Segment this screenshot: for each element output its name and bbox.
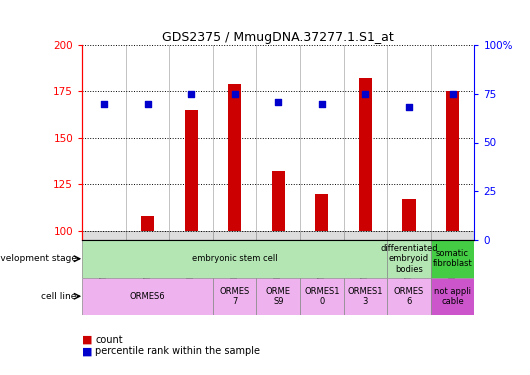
Point xyxy=(361,91,369,97)
Bar xyxy=(387,240,431,278)
Point xyxy=(405,104,413,110)
Bar xyxy=(359,78,372,231)
Bar xyxy=(184,110,198,231)
Bar xyxy=(402,199,416,231)
Text: ■: ■ xyxy=(82,335,93,345)
Bar xyxy=(141,216,154,231)
Text: differentiated
embryoid
bodies: differentiated embryoid bodies xyxy=(380,244,438,274)
Text: ORMES1
3: ORMES1 3 xyxy=(348,286,383,306)
Bar xyxy=(387,278,431,315)
Bar xyxy=(272,171,285,231)
Bar xyxy=(431,240,474,278)
Bar xyxy=(431,231,474,240)
Text: cell line: cell line xyxy=(41,292,77,301)
Bar xyxy=(343,231,387,240)
Bar xyxy=(315,194,329,231)
Bar xyxy=(387,231,431,240)
Text: ORME
S9: ORME S9 xyxy=(266,286,291,306)
Text: development stage: development stage xyxy=(0,254,77,263)
Point xyxy=(187,91,196,97)
Bar xyxy=(169,231,213,240)
Text: ORMES1
0: ORMES1 0 xyxy=(304,286,340,306)
Bar xyxy=(446,92,459,231)
Text: count: count xyxy=(95,335,123,345)
Bar xyxy=(228,84,241,231)
Point xyxy=(100,100,108,106)
Bar xyxy=(82,278,213,315)
Text: ■: ■ xyxy=(82,346,93,356)
Point xyxy=(274,99,282,105)
Point xyxy=(448,91,457,97)
Point xyxy=(231,91,239,97)
Title: GDS2375 / MmugDNA.37277.1.S1_at: GDS2375 / MmugDNA.37277.1.S1_at xyxy=(162,31,394,44)
Text: ORMES
6: ORMES 6 xyxy=(394,286,424,306)
Text: ORMES
7: ORMES 7 xyxy=(219,286,250,306)
Bar xyxy=(343,278,387,315)
Bar xyxy=(213,231,257,240)
Bar xyxy=(431,278,474,315)
Point xyxy=(143,100,152,106)
Bar xyxy=(126,231,169,240)
Point xyxy=(317,100,326,106)
Text: somatic
fibroblast: somatic fibroblast xyxy=(432,249,472,268)
Bar xyxy=(213,278,257,315)
Bar xyxy=(300,231,343,240)
Bar xyxy=(82,240,387,278)
Bar xyxy=(300,278,343,315)
Text: embryonic stem cell: embryonic stem cell xyxy=(192,254,278,263)
Text: not appli
cable: not appli cable xyxy=(434,286,471,306)
Bar xyxy=(257,231,300,240)
Text: percentile rank within the sample: percentile rank within the sample xyxy=(95,346,260,356)
Bar xyxy=(257,278,300,315)
Bar xyxy=(82,231,126,240)
Text: ORMES6: ORMES6 xyxy=(130,292,165,301)
